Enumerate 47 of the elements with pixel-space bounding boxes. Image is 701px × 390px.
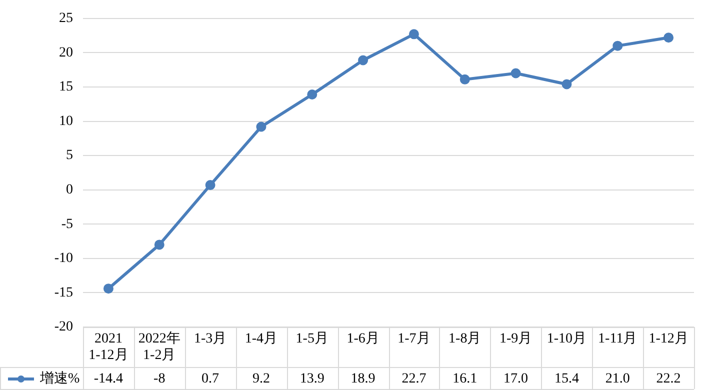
x-tick-label: 1-9月	[499, 332, 532, 347]
data-label: 13.9	[300, 372, 324, 387]
x-tick-label: 1-7月	[398, 332, 430, 347]
data-label: 9.2	[252, 372, 270, 387]
data-label: 17.0	[504, 372, 528, 387]
y-tick-label: 10	[59, 114, 73, 129]
point	[408, 29, 419, 40]
x-tick-label: 2021 1-12月	[88, 332, 128, 363]
point	[510, 68, 521, 78]
x-tick-label: 1-4月	[244, 332, 278, 347]
point	[664, 32, 674, 43]
y-tick-label: -20	[54, 320, 73, 335]
y-tick-label: -10	[54, 251, 73, 266]
point	[358, 55, 368, 66]
point	[103, 284, 114, 294]
y-tick-label: 0	[66, 182, 73, 198]
point	[307, 90, 318, 100]
data-label: 22.2	[656, 372, 681, 387]
x-tick-label: 1-8月	[448, 332, 482, 347]
data-label: 16.1	[452, 372, 478, 387]
point	[460, 74, 470, 84]
point	[562, 79, 572, 90]
point	[256, 122, 266, 132]
x-tick-label: 1-6月	[346, 332, 380, 347]
y-tick-label: 25	[59, 11, 73, 26]
data-label: 15.4	[554, 372, 579, 387]
data-label: 21.0	[605, 372, 630, 387]
x-tick-label: 1-3月	[194, 332, 227, 347]
legend-label: 增速%	[39, 370, 80, 387]
y-tick-label: 15	[59, 80, 73, 95]
point	[154, 240, 164, 250]
y-tick-label: 20	[59, 45, 73, 60]
y-tick-label: -5	[61, 216, 73, 232]
point	[205, 180, 216, 190]
x-tick-label: 1-10月	[546, 332, 587, 347]
x-tick-label: 2022年 1-2月	[138, 330, 180, 363]
x-tick-label: 1-12月	[648, 332, 688, 347]
y-tick-label: -15	[54, 285, 73, 300]
x-tick-label: 1-5月	[296, 332, 328, 347]
data-label: 18.9	[350, 372, 376, 387]
data-label: 22.7	[402, 372, 426, 387]
x-tick-label: 1-11月	[598, 332, 638, 347]
data-label: 0.7	[202, 372, 220, 387]
point	[612, 40, 623, 51]
y-tick-label: 5	[66, 148, 73, 164]
data-label: -14.4	[94, 372, 124, 387]
data-label: -8	[154, 372, 166, 387]
